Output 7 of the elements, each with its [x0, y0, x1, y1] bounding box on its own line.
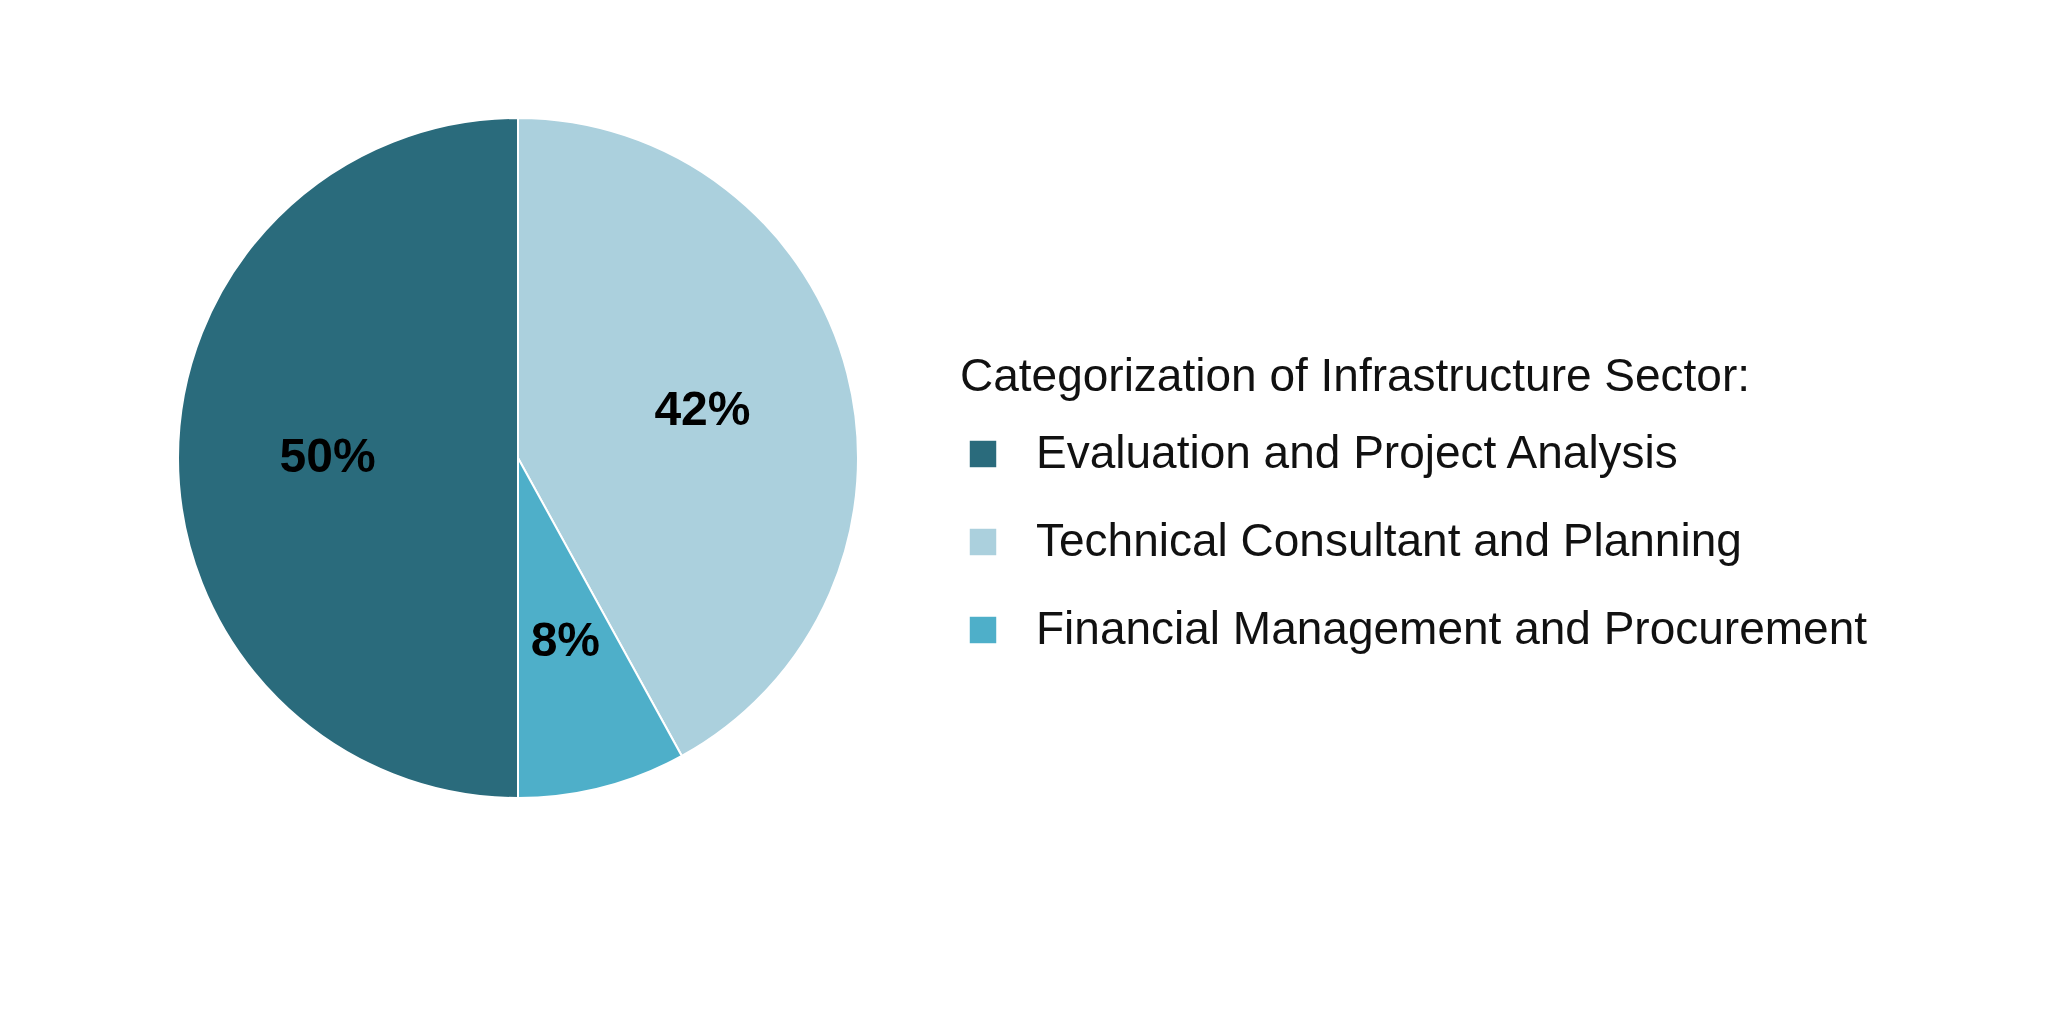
data-label: 8% — [530, 613, 601, 667]
legend-label: Financial Management and Procurement — [1036, 602, 1868, 654]
legend-label: Technical Consultant and Planning — [1036, 514, 1742, 566]
data-label: 50% — [279, 429, 376, 482]
legend-label: Evaluation and Project Analysis — [1036, 426, 1678, 478]
legend-title: Categorization of Infrastructure Sector: — [960, 349, 1751, 401]
data-label: 42% — [654, 381, 751, 435]
